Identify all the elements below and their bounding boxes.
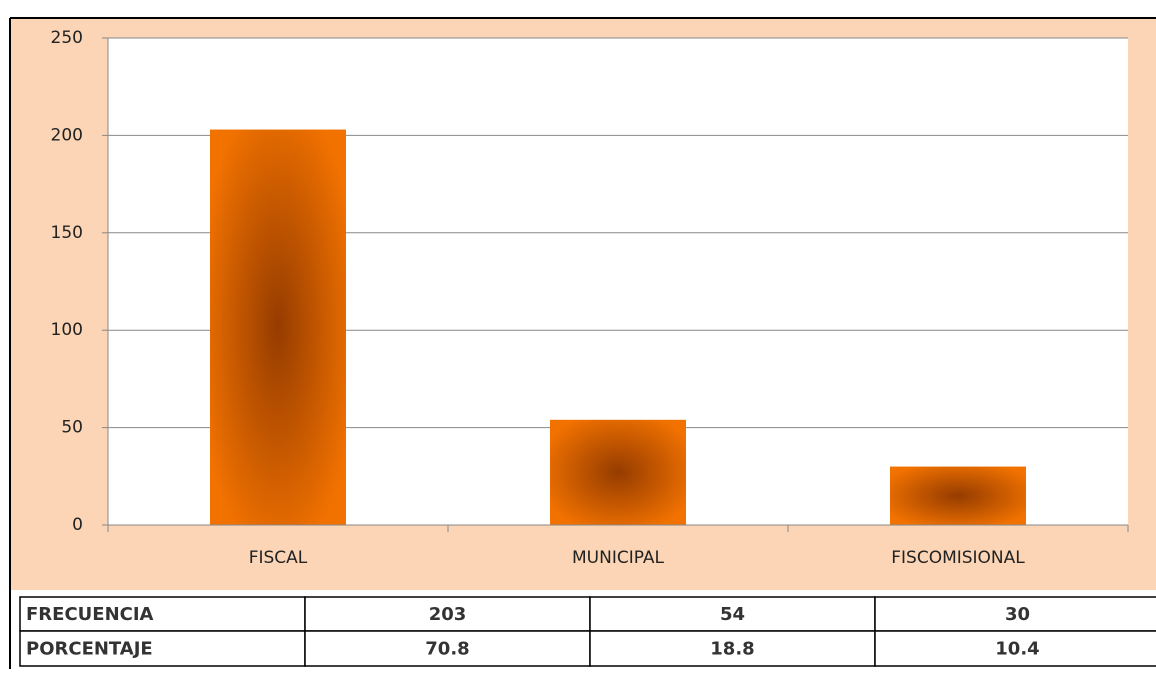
table-cell-text: 30 [1005, 604, 1030, 625]
bar [550, 419, 686, 525]
table-cell [874, 596, 1156, 632]
y-tick-label: 250 [51, 28, 83, 48]
bar [210, 129, 346, 525]
table-cell-text: 203 [429, 604, 467, 625]
x-tick-label: MUNICIPAL [572, 548, 665, 568]
bar [890, 466, 1026, 525]
table-cell-text: 10.4 [995, 639, 1039, 660]
table-cell-text: PORCENTAJE [26, 639, 153, 660]
table-cell [874, 630, 1156, 667]
y-tick-label: 50 [61, 418, 83, 438]
table-cell-text: 18.8 [710, 639, 754, 660]
table-cell-text: FRECUENCIA [26, 604, 154, 625]
table-cell-text: 70.8 [425, 639, 469, 660]
y-tick-label: 100 [51, 320, 83, 340]
y-tick-label: 150 [51, 223, 83, 243]
x-tick-label: FISCAL [249, 548, 308, 568]
table-cell [304, 596, 591, 632]
y-tick-label: 200 [51, 125, 83, 145]
x-tick-label: FISCOMISIONAL [891, 548, 1025, 568]
table-cell [304, 630, 591, 667]
table-cell [19, 630, 306, 667]
table-cell-text: 54 [720, 604, 745, 625]
table-cell [589, 630, 876, 667]
y-tick-label: 0 [72, 515, 83, 535]
